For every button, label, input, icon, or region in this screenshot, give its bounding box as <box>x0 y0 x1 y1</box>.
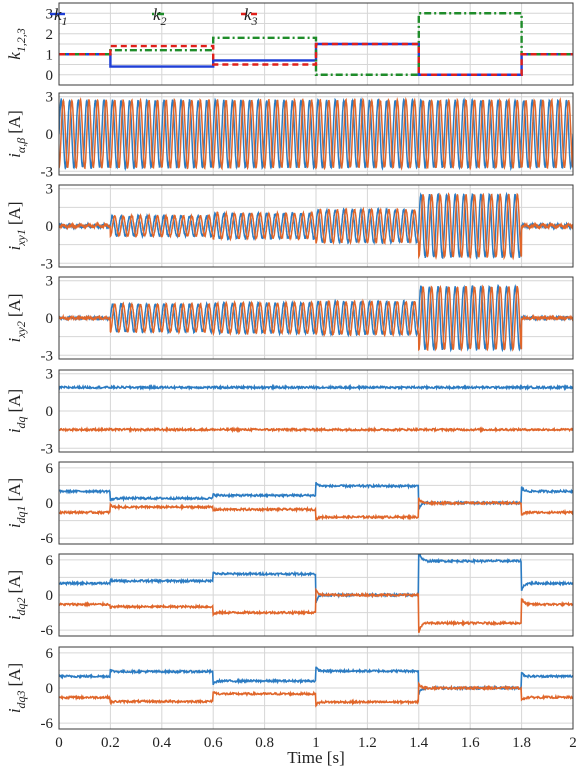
x-tick-label: 0.2 <box>101 735 120 751</box>
y-axis-label: iα,β[A] <box>5 110 28 158</box>
plot-area <box>59 666 573 708</box>
series-i_x1 <box>59 191 573 260</box>
x-tick-label: 1 <box>312 735 320 751</box>
x-tick-label: 0.6 <box>204 735 223 751</box>
panel-iab: -3 0 3 iα,β[A] <box>5 90 574 180</box>
panel-k: 0 1 2 3 k1,2,3 k1 k2 k3 <box>5 2 574 86</box>
x-tick-label: 1.2 <box>358 735 377 751</box>
y-axis-label: idq[A] <box>5 389 28 433</box>
series-k3 <box>59 42 573 76</box>
plot-area <box>59 96 573 172</box>
x-tick-label: 1.6 <box>461 735 480 751</box>
y-tick-label: 2 <box>46 27 54 43</box>
series-i_q1 <box>59 497 573 521</box>
x-tick-label: 0.8 <box>255 735 274 751</box>
panel-idq2: -6 0 6 idq2[A] <box>5 553 574 639</box>
legend: k1 k2 k3 <box>50 5 258 28</box>
y-tick-label: 0 <box>46 404 54 420</box>
y-tick-label: -3 <box>41 164 54 180</box>
axes-frame <box>58 276 574 360</box>
y-tick-label: 3 <box>46 90 54 106</box>
x-tick-label: 1.8 <box>512 735 531 751</box>
x-axis-label: Time [s] <box>287 748 344 767</box>
legend-label-k3: k3 <box>244 5 258 28</box>
series-i_beta <box>59 96 573 171</box>
axes-frame <box>58 646 574 730</box>
y-tick-label: -6 <box>41 716 54 732</box>
panel-ixy2: -3 0 3 ixy2[A] <box>5 274 574 364</box>
series-i_alpha <box>59 97 573 172</box>
panel-idq: -3 0 3 idq[A] <box>5 367 574 457</box>
plot-area <box>59 481 573 521</box>
plot-area <box>59 554 573 633</box>
y-tick-label: 0 <box>46 588 54 604</box>
y-tick-label: 0 <box>46 681 54 697</box>
series-i_x2 <box>59 283 573 353</box>
axes-frame <box>58 461 574 545</box>
y-tick-label: -3 <box>41 256 54 272</box>
series-i_q3 <box>59 681 573 708</box>
y-axis-label: ixy2[A] <box>5 294 28 343</box>
plot-area <box>59 283 573 353</box>
axes-frame <box>58 2 574 86</box>
x-tick-label: 1.4 <box>409 735 428 751</box>
legend-label-k1: k1 <box>54 5 68 28</box>
series-i_q <box>59 425 573 434</box>
x-tick-label: 2 <box>569 735 576 751</box>
y-tick-label: -3 <box>41 348 54 364</box>
series-i_y1 <box>59 192 573 261</box>
legend-label-k2: k2 <box>153 5 167 28</box>
y-tick-label: -6 <box>41 623 54 639</box>
series-i_d <box>59 383 573 392</box>
y-tick-label: 6 <box>46 553 54 569</box>
y-tick-label: 1 <box>46 47 54 63</box>
y-tick-label: 3 <box>46 182 54 198</box>
y-axis-label: idq1[A] <box>5 478 28 528</box>
y-tick-label: 0 <box>46 127 54 143</box>
series-i_y2 <box>59 284 573 352</box>
y-tick-label: -6 <box>41 531 54 547</box>
axes-frame <box>58 92 574 176</box>
y-axis-label: idq2[A] <box>5 570 28 620</box>
panel-ixy1: -3 0 3 ixy1[A] <box>5 182 574 272</box>
y-tick-label: -3 <box>41 441 54 457</box>
y-tick-label: 0 <box>46 219 54 235</box>
y-axis-label: idq3[A] <box>5 663 28 713</box>
plot-area <box>59 191 573 261</box>
series-i_q2 <box>59 587 573 633</box>
y-tick-label: 6 <box>46 461 54 477</box>
y-tick-label: 3 <box>46 274 54 290</box>
y-tick-label: 3 <box>46 367 54 383</box>
y-tick-label: 0 <box>46 68 54 84</box>
x-tick-label: 0 <box>55 735 63 751</box>
y-tick-label: 6 <box>46 646 54 662</box>
plot-area <box>59 383 573 434</box>
axes-frame <box>58 553 574 637</box>
y-tick-label: 3 <box>46 6 54 22</box>
axes-frame <box>58 184 574 268</box>
axes-frame <box>58 369 574 453</box>
panel-idq1: -6 0 6 idq1[A] <box>5 461 574 547</box>
y-axis-label: k1,2,3 <box>5 28 28 60</box>
x-tick-label: 0.4 <box>152 735 171 751</box>
y-axis-label: ixy1[A] <box>5 202 28 251</box>
y-tick-label: 0 <box>46 496 54 512</box>
y-tick-label: 0 <box>46 311 54 327</box>
plot-area <box>59 12 573 76</box>
